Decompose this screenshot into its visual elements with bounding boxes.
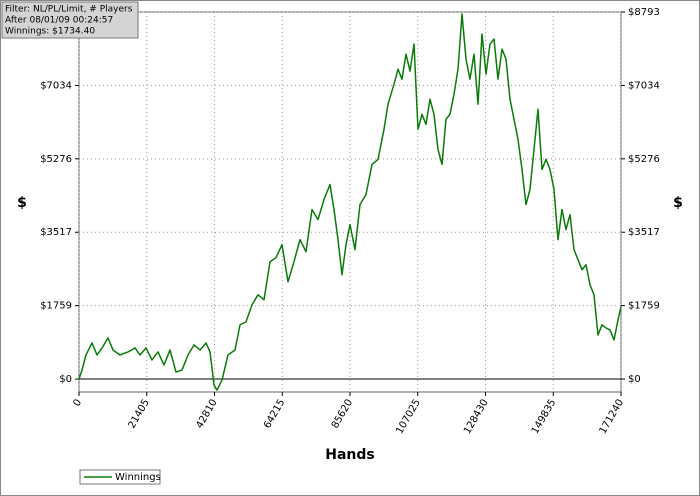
y-tick-label: $5276 (40, 154, 72, 165)
y-axis-label: $ (17, 195, 27, 211)
y-tick-label: $1759 (40, 301, 72, 312)
y-tick-label: $0 (59, 374, 72, 385)
x-tick-label: 0 (71, 398, 84, 409)
y2-tick-label: $5276 (628, 154, 660, 165)
y2-tick-label: $8793 (628, 7, 660, 18)
legend-box (79, 469, 161, 485)
filter-box-line: Winnings: $1734.40 (5, 27, 95, 37)
winnings-line (78, 13, 622, 391)
y2-axis-label: $ (673, 195, 683, 211)
y2-tick-label: $7034 (628, 80, 660, 91)
x-axis-label: Hands (325, 447, 375, 463)
filter-box-bg (1, 1, 139, 39)
legend-label: Winnings (115, 472, 161, 483)
legend: Winnings (79, 469, 161, 485)
y2-tick-label: $1759 (628, 301, 660, 312)
filter-box-line: After 08/01/09 00:24:57 (5, 16, 113, 26)
y-tick-label: $3517 (40, 227, 72, 238)
y2-tick-label: $3517 (628, 227, 660, 238)
filter-box-line: Filter: NL/PL/Limit, # Players (5, 5, 133, 15)
y2-tick-label: $0 (628, 374, 641, 385)
y-tick-label: $7034 (40, 80, 72, 91)
